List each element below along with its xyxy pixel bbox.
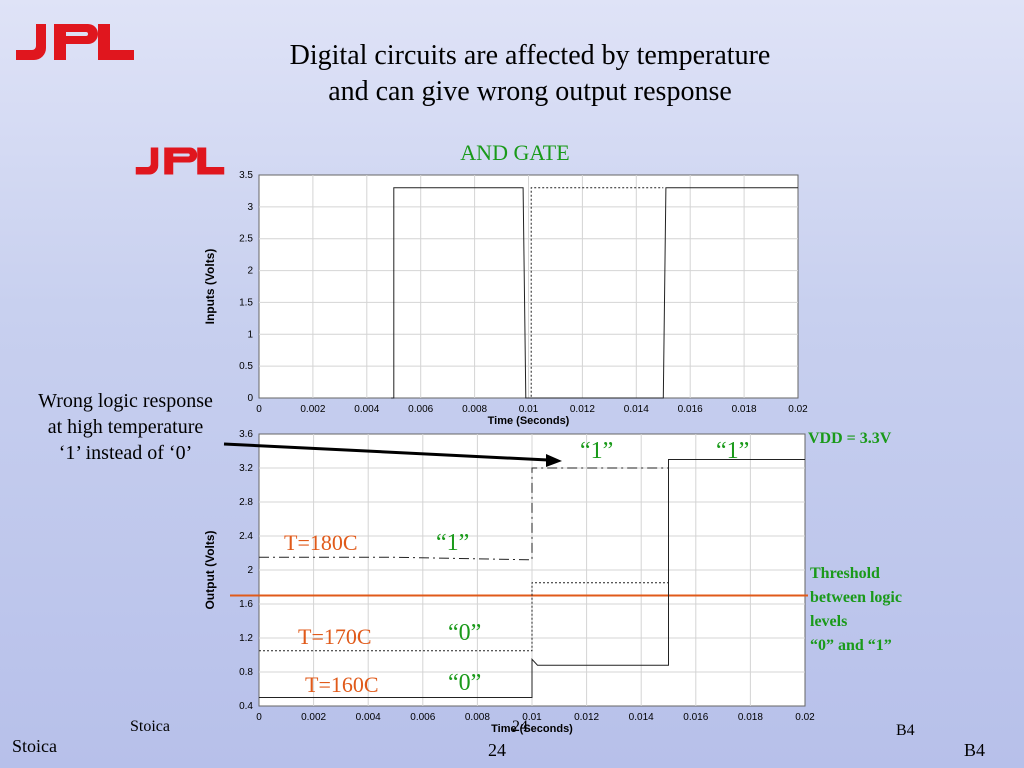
output-ytick-label: 2.8	[239, 497, 253, 508]
logic-label-t180: “1”	[436, 530, 470, 556]
inputs-x-axis-label: Time (Seconds)	[488, 415, 570, 427]
inputs-xtick-label: 0.016	[678, 404, 703, 415]
inputs-series-1	[528, 187, 664, 399]
output-ytick-label: 1.6	[239, 599, 253, 610]
inputs-ytick-label: 2	[247, 266, 253, 277]
title-line-1: Digital circuits are affected by tempera…	[289, 40, 771, 71]
output-ytick-label: 1.2	[239, 633, 253, 644]
logic-label-high-left: “1”	[580, 438, 614, 464]
title-line-2: and can give wrong output response	[328, 76, 732, 107]
output-ytick-label: 0.4	[239, 701, 253, 712]
callout-arrow	[223, 442, 562, 467]
output-xtick-label: 0.012	[574, 712, 599, 723]
output-chart: 0 0.002 0.004 0.006 0.008 0.01 0.012 0.014 0.016…	[203, 429, 815, 735]
inputs-xtick-label: 0.008	[462, 404, 487, 415]
inputs-xtick-label: 0.004	[354, 404, 379, 415]
output-xtick-label: 0.02	[795, 712, 815, 723]
inputs-y-axis-label: Inputs (Volts)	[203, 249, 217, 325]
inputs-ytick-label: 1	[247, 329, 253, 340]
inputs-ytick-label: 3.5	[239, 170, 253, 181]
chart-title: AND GATE	[460, 140, 570, 165]
footer-author-small: Stoica	[130, 718, 170, 735]
temp-label-160: T=160C	[305, 672, 379, 697]
output-xtick-label: 0	[256, 712, 262, 723]
inputs-series-0	[391, 187, 798, 399]
footer-author: Stoica	[12, 736, 57, 756]
output-xtick-label: 0.018	[738, 712, 763, 723]
inputs-ytick-label: 0.5	[239, 361, 253, 372]
footer-page: 24	[488, 740, 506, 760]
logic-label-t160: “0”	[448, 670, 482, 696]
threshold-line-2: between logic	[810, 589, 902, 606]
output-ytick-label: 3.6	[239, 429, 253, 440]
inputs-xtick-label: 0.006	[408, 404, 433, 415]
inputs-ytick-label: 3	[247, 202, 253, 213]
footer-page-small: 24	[512, 718, 528, 735]
callout-line-1: Wrong logic response	[38, 390, 213, 412]
inputs-xtick-label: 0.014	[624, 404, 649, 415]
output-y-axis-label: Output (Volts)	[203, 530, 217, 609]
inputs-xtick-label: 0	[256, 404, 262, 415]
output-ytick-label: 2	[247, 565, 253, 576]
wrong-response-callout: Wrong logic response at high temperature…	[8, 388, 243, 466]
temp-label-170: T=170C	[298, 624, 372, 649]
jpl-logo	[14, 22, 136, 67]
output-ytick-label: 3.2	[239, 463, 253, 474]
output-x-axis-label: Time (Seconds)	[491, 723, 573, 735]
logic-label-high-right: “1”	[716, 438, 750, 464]
temp-label-180: T=180C	[284, 530, 358, 555]
inputs-xtick-label: 0.012	[570, 404, 595, 415]
footer-code: B4	[964, 740, 986, 760]
logic-label-t170: “0”	[448, 620, 482, 646]
output-xtick-label: 0.002	[301, 712, 326, 723]
output-xtick-label: 0.016	[683, 712, 708, 723]
inputs-xtick-label: 0.018	[732, 404, 757, 415]
threshold-line-3: levels	[810, 613, 848, 630]
threshold-line-4: “0” and “1”	[810, 637, 892, 654]
output-xtick-label: 0.006	[410, 712, 435, 723]
inputs-ytick-label: 2.5	[239, 234, 253, 245]
output-xtick-label: 0.01	[522, 712, 542, 723]
output-ytick-label: 2.4	[239, 531, 253, 542]
inputs-ytick-label: 1.5	[239, 297, 253, 308]
inputs-ytick-label: 0	[247, 393, 253, 404]
footer-code-small: B4	[896, 722, 915, 739]
threshold-line-1: Threshold	[810, 565, 880, 582]
inputs-xtick-label: 0.01	[519, 404, 539, 415]
output-xtick-label: 0.014	[629, 712, 654, 723]
jpl-logo-small	[132, 146, 228, 181]
inputs-chart: 0 0.002 0.004 0.006 0.008 0.01 0.012 0.014 0.016…	[203, 170, 808, 427]
vdd-label: VDD = 3.3V	[808, 430, 892, 447]
output-ytick-label: 0.8	[239, 667, 253, 678]
inputs-xtick-label: 0.02	[788, 404, 808, 415]
threshold-label: Threshold between logic levels “0” and “…	[810, 562, 902, 658]
output-xtick-label: 0.008	[465, 712, 490, 723]
slide-title: Digital circuits are affected by tempera…	[180, 38, 880, 110]
inputs-xtick-label: 0.002	[300, 404, 325, 415]
callout-line-2: at high temperature	[47, 416, 204, 438]
output-xtick-label: 0.004	[356, 712, 381, 723]
output-series-2	[259, 459, 805, 698]
callout-line-3: ‘1’ instead of ‘0’	[58, 442, 193, 464]
